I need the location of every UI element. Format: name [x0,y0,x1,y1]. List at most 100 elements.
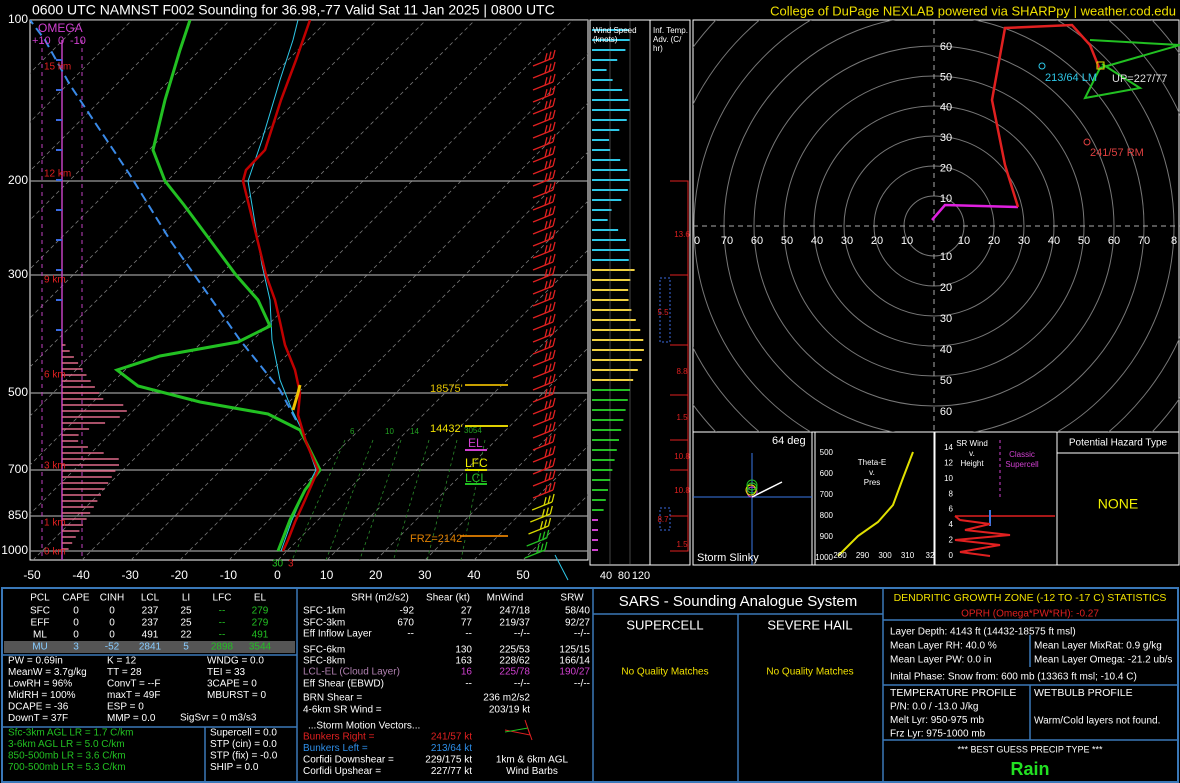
wind-barb [532,325,556,343]
pressure-label: 100 [8,12,28,26]
barb-flag [552,205,556,215]
hazard-value: NONE [1098,496,1138,512]
row-label: SFC-1km [303,606,345,617]
barb-flag [552,301,556,311]
dgz-stat: Mean Layer RH: 40.0 % [890,641,997,652]
parcel-trace [30,20,297,421]
axis-label: 900 [820,532,834,541]
table-cell: 247/18 [499,606,530,617]
temperature-label: 0 [274,568,281,582]
barb-flag [552,289,556,299]
axis-label: 500 [820,448,834,457]
barb-flag [544,425,548,434]
hodo-label: 50 [940,71,952,83]
pressure-label: 200 [8,173,28,187]
barb-flag [546,529,550,539]
section-title: ...Storm Motion Vectors... [308,721,420,732]
wind-barb [532,433,556,451]
table-cell: 16 [461,667,473,678]
isotherm [277,249,588,560]
table-cell: 2898 [211,642,234,653]
mixing-ratio-label: 6 [350,427,355,436]
barb-flag [548,435,552,444]
table-cell: 25 [180,606,192,617]
height-label: 1 km [44,518,66,529]
barb-flag [552,241,556,251]
wind-barb [532,289,556,307]
table-cell: 0 [73,606,79,617]
table-cell: 92/27 [565,618,590,629]
barb-flag [536,545,540,554]
barb-staff [554,554,569,581]
barb-flag [552,49,556,59]
table-cell: 3 [73,642,79,653]
wind-barb [532,61,556,79]
adv-value: 10.8 [674,452,690,461]
axis-label: 310 [901,551,915,560]
wind-barb [532,229,556,247]
table-cell: 130 [455,645,472,656]
wind-barb [532,217,556,235]
index: MMP = 0.0 [107,713,156,724]
wind-barb [532,241,556,259]
axis-label: 12 [944,459,953,468]
table-cell: 203/19 kt [489,705,530,716]
wind-barb [532,109,556,127]
wind-barb [532,421,556,439]
barb-flag [548,483,552,492]
barb-flag [552,193,556,203]
wind-barb [532,457,556,475]
wind-barb [532,121,556,139]
barb-flag [544,401,548,410]
isotherm [30,20,182,172]
wind-barb [532,169,556,187]
isotherm [30,20,280,270]
slinky-circle [746,479,758,491]
slinky-frame [692,431,816,566]
wind-barb [532,373,556,391]
adv-value: 10.8 [674,486,690,495]
isotherm [81,53,588,560]
hodo-label: 60 [1108,235,1120,247]
table-cell: 125/15 [559,645,590,656]
result: No Quality Matches [621,667,708,678]
barb-flag [548,111,552,120]
barb-flag [544,137,548,146]
barb-flag [548,243,552,252]
temperature-label: -10 [220,568,238,582]
barb-flag [548,291,552,300]
isotherm [30,20,476,466]
barb-flag [548,375,552,384]
hodo-label: 40 [940,102,952,114]
section-title: SEVERE HAIL [767,617,852,632]
axis-label: 600 [820,469,834,478]
isotherm [30,20,378,368]
panel-title: Theta-E [858,458,886,467]
barb-flag [548,447,552,456]
wind-barb [532,157,556,175]
sr-wind-note: Classic [1009,450,1035,459]
axis-label: 8 [949,489,954,498]
barb-flag [548,99,552,108]
axis-label: 10 [944,474,953,483]
wind-barb [532,385,556,403]
wind-barb [532,481,556,499]
temperature-label: -40 [72,568,90,582]
barb-flag [544,149,548,158]
row-label: SFC-6km [303,645,345,656]
wind-barb [532,445,556,463]
barb-flag [549,505,553,515]
wind-barb [524,541,548,559]
barb-flag [552,85,556,95]
isotherm [30,20,525,515]
table-cell: 163 [455,656,472,667]
barb-flag [539,521,544,530]
table-cell: -52 [105,642,120,653]
barb-flag [544,161,548,170]
barb-flag [544,89,548,98]
barb-flag [552,409,556,419]
temperature-label: -50 [23,568,41,582]
dgz-stat: Layer Depth: 4143 ft (14432-18575 ft msl… [890,627,1076,638]
table-cell: --/-- [514,679,530,690]
wind-barb [532,265,556,283]
